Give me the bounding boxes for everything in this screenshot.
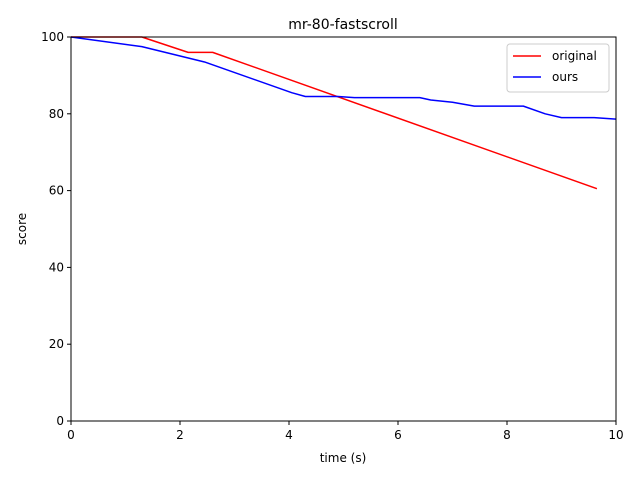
axes-frame	[70, 36, 617, 422]
x-axis: 0 2 4 6 8 10	[67, 421, 624, 442]
x-tick-label: 4	[285, 428, 293, 442]
legend-label-ours: ours	[552, 70, 578, 84]
y-tick-label: 60	[49, 184, 64, 198]
y-axis-label: score	[15, 213, 29, 245]
y-tick-label: 0	[56, 414, 64, 428]
series-line-ours	[70, 36, 617, 120]
x-tick-label: 6	[394, 428, 402, 442]
legend-label-original: original	[552, 49, 597, 63]
x-tick-label: 0	[67, 428, 75, 442]
y-tick-label: 40	[49, 260, 64, 274]
y-axis: 0 20 40 60 80 100	[41, 30, 71, 428]
legend: original ours	[506, 43, 610, 93]
chart-title: mr-80-fastscroll	[288, 17, 398, 33]
y-tick-label: 100	[41, 30, 64, 44]
y-tick-label: 20	[49, 337, 64, 351]
y-tick-label: 80	[49, 107, 64, 121]
x-tick-label: 10	[608, 428, 623, 442]
x-axis-label: time (s)	[320, 451, 367, 465]
x-tick-label: 2	[176, 428, 184, 442]
x-tick-label: 8	[503, 428, 511, 442]
